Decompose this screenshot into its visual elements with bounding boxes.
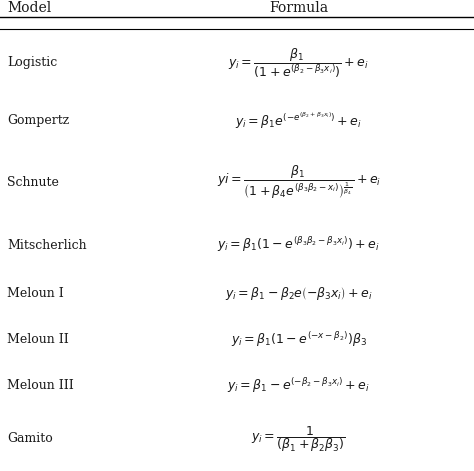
Text: Formula: Formula [269, 1, 328, 16]
Text: $y_i = \dfrac{\beta_1}{\left(1 + e^{(\beta_2 - \beta_3 x_i)}\right)} + e_i$: $y_i = \dfrac{\beta_1}{\left(1 + e^{(\be… [228, 46, 369, 80]
Text: Meloun III: Meloun III [7, 379, 74, 392]
Text: Schnute: Schnute [7, 176, 59, 189]
Text: $y_i = \beta_1 e^{\left(-e^{(\beta_{2}+\beta_3 x_i)}\right)} + e_i$: $y_i = \beta_1 e^{\left(-e^{(\beta_{2}+\… [235, 110, 362, 130]
Text: $y_i = \beta_1 - e^{(-\beta_2 - \beta_3 x_i)} + e_i$: $y_i = \beta_1 - e^{(-\beta_2 - \beta_3 … [228, 376, 370, 395]
Text: Mitscherlich: Mitscherlich [7, 238, 87, 252]
Text: Gamito: Gamito [7, 432, 53, 445]
Text: Meloun I: Meloun I [7, 287, 64, 300]
Text: Meloun II: Meloun II [7, 333, 69, 346]
Text: Gompertz: Gompertz [7, 114, 69, 127]
Text: $y_i = \dfrac{1}{(\beta_1 + \beta_2 \beta_3)}$: $y_i = \dfrac{1}{(\beta_1 + \beta_2 \bet… [251, 424, 346, 454]
Text: $y_i = \beta_1 \left(1 - e^{(\beta_3\beta_2 - \beta_3 x_i)}\right) + e_i$: $y_i = \beta_1 \left(1 - e^{(\beta_3\bet… [217, 236, 380, 254]
Text: $y_i = \beta_1 - \beta_2 e\left(-\beta_3 x_i\right) + e_i$: $y_i = \beta_1 - \beta_2 e\left(-\beta_3… [225, 285, 373, 302]
Text: $y_i = \beta_1 (1 - e^{(-x-\beta_2)})\beta_3$: $y_i = \beta_1 (1 - e^{(-x-\beta_2)})\be… [230, 330, 367, 349]
Text: Logistic: Logistic [7, 57, 57, 69]
Text: Model: Model [7, 1, 51, 16]
Text: $yi = \dfrac{\beta_1}{\left(1 + \beta_4 e^{(\beta_3\beta_2 - x_i)}\right)^{\frac: $yi = \dfrac{\beta_1}{\left(1 + \beta_4 … [217, 164, 381, 201]
